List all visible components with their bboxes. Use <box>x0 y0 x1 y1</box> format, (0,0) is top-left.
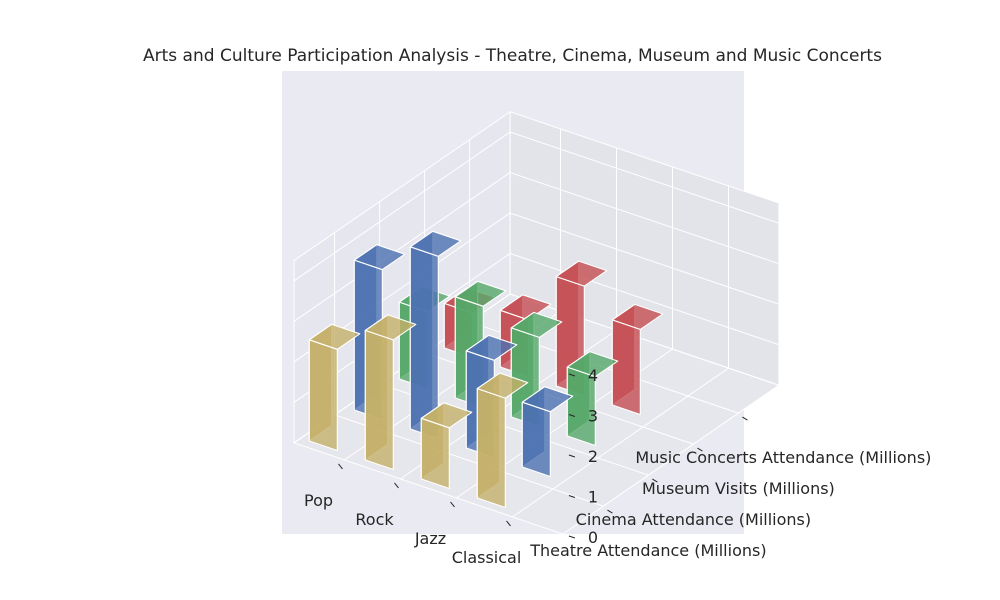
bar-face <box>308 339 338 452</box>
z-tick <box>568 454 576 458</box>
bar <box>566 351 619 447</box>
bar <box>521 386 574 478</box>
bar-face <box>476 388 506 509</box>
x-tick <box>506 520 511 527</box>
x-tick-label: Rock <box>355 510 394 529</box>
z-gridline <box>293 131 780 282</box>
z-tick-label: 1 <box>588 488 598 507</box>
x-tick-label: Jazz <box>414 529 446 548</box>
bar <box>611 303 664 416</box>
bar <box>476 372 529 509</box>
bar <box>420 402 473 490</box>
z-tick-label: 0 <box>588 528 598 547</box>
bar-face <box>611 303 664 330</box>
z-tick <box>568 495 576 498</box>
z-tick-label: 4 <box>588 366 598 385</box>
z-tick <box>568 535 576 539</box>
x-tick-label: Classical <box>452 548 522 567</box>
bar-face <box>353 244 406 271</box>
bar-face <box>364 314 417 341</box>
bar <box>364 314 417 471</box>
bar-face <box>566 351 619 378</box>
y-tick-label: Cinema Attendance (Millions) <box>576 510 811 529</box>
bar-face <box>555 260 608 287</box>
bar-face <box>420 402 473 429</box>
x-tick <box>450 501 455 508</box>
y-tick <box>607 509 613 514</box>
bar-face <box>476 372 529 399</box>
y-tick-label: Museum Visits (Millions) <box>642 479 835 498</box>
z-tick-label: 2 <box>588 447 598 466</box>
y-tick-label: Theatre Attendance (Millions) <box>529 541 766 560</box>
z-tick-label: 3 <box>588 407 598 426</box>
bar-face <box>521 401 551 478</box>
z-tick <box>568 373 576 377</box>
bar-face <box>454 280 507 307</box>
z-tick <box>568 414 576 417</box>
bar-face <box>420 417 450 490</box>
y-tick <box>652 478 658 483</box>
y-tick <box>697 447 703 452</box>
bar-face <box>521 386 574 413</box>
x-tick <box>394 482 399 489</box>
bar-face <box>510 311 563 338</box>
x-gridline <box>512 185 729 518</box>
x-tick-label: Pop <box>304 491 333 510</box>
bar-face <box>499 294 552 321</box>
bar <box>308 323 361 452</box>
y-tick-label: Music Concerts Attendance (Millions) <box>635 448 931 467</box>
bar-face <box>465 334 518 361</box>
bar-face <box>308 323 361 350</box>
bar-face <box>409 230 462 257</box>
bar-face <box>611 319 641 416</box>
y-tick <box>742 416 748 421</box>
chart-title: Arts and Culture Participation Analysis … <box>143 46 882 66</box>
bar-face <box>364 329 394 471</box>
x-tick <box>338 463 343 470</box>
